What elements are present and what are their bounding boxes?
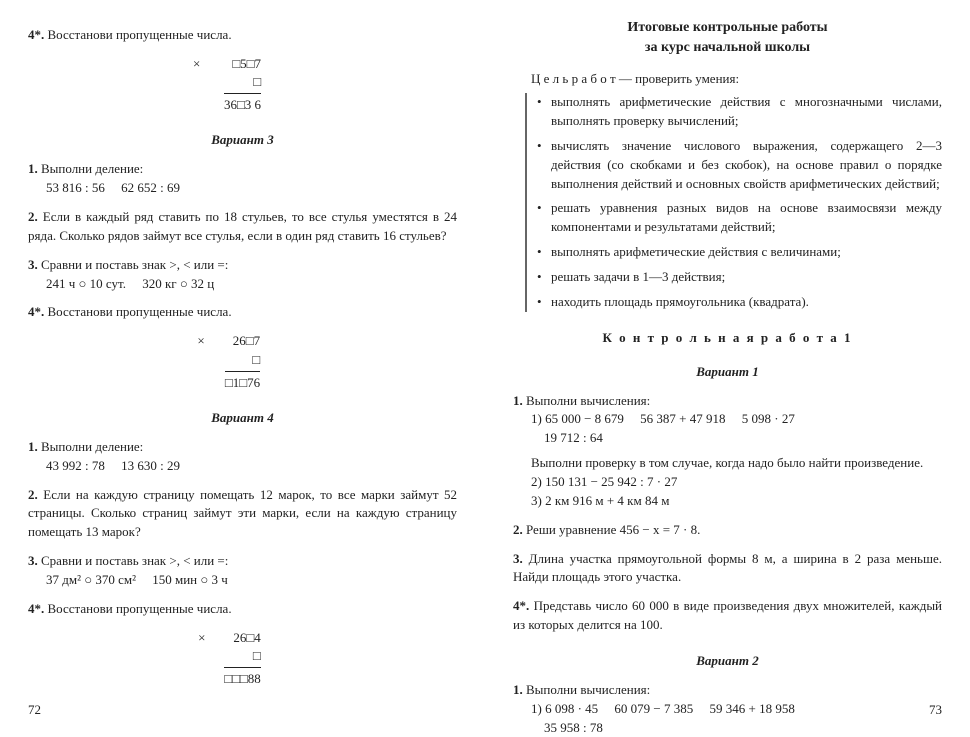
- bullet-item: вычислять значение числового выражения, …: [537, 137, 942, 194]
- mult-v3-t4: ×26□7 □ □1□76: [28, 332, 457, 392]
- bullet-item: решать задачи в 1—3 действия;: [537, 268, 942, 287]
- bullet-item: находить площадь прямоугольника (квадрат…: [537, 293, 942, 312]
- task-num: 4*.: [28, 27, 44, 42]
- mult-4a: ×□5□7 □ 36□3 6: [28, 55, 457, 115]
- page-number-right: 73: [929, 702, 942, 718]
- variant-2-title: Вариант 2: [513, 653, 942, 669]
- goal-list: выполнять арифметические действия с мног…: [525, 93, 942, 311]
- v3-t1: 1. Выполни деление: 53 816 : 56 62 652 :…: [28, 160, 457, 198]
- v3-t3: 3. Сравни и поставь знак >, < или =: 241…: [28, 256, 457, 294]
- v4-t4: 4*. Восстанови пропущенные числа.: [28, 600, 457, 619]
- w1v1-t4: 4*. Представь число 60 000 в виде произв…: [513, 597, 942, 635]
- bullet-item: выполнять арифметические действия с мног…: [537, 93, 942, 131]
- w1v1-t2: 2. Реши уравнение 456 − x = 7 · 8.: [513, 521, 942, 540]
- bullet-item: выполнять арифметические действия с вели…: [537, 243, 942, 262]
- page-number-left: 72: [28, 702, 41, 718]
- bullet-item: решать уравнения разных видов на основе …: [537, 199, 942, 237]
- main-title: Итоговые контрольные работы за курс нача…: [513, 18, 942, 57]
- page-right: Итоговые контрольные работы за курс нача…: [485, 0, 970, 728]
- w1v1-t3: 3. Длина участка прямоугольной формы 8 м…: [513, 550, 942, 588]
- variant-3-title: Вариант 3: [28, 132, 457, 148]
- variant-4-title: Вариант 4: [28, 410, 457, 426]
- v4-t1: 1. Выполни деление: 43 992 : 78 13 630 :…: [28, 438, 457, 476]
- variant-1-title: Вариант 1: [513, 364, 942, 380]
- goal-label: Ц е л ь р а б о т — проверить умения:: [531, 71, 942, 87]
- v4-t2: 2. Если на каждую страницу помещать 12 м…: [28, 486, 457, 543]
- w1v1-t1: 1. Выполни вычисления: 1) 65 000 − 8 679…: [513, 392, 942, 511]
- w1v2-t1: 1. Выполни вычисления: 1) 6 098 · 45 60 …: [513, 681, 942, 737]
- v3-t4: 4*. Восстанови пропущенные числа.: [28, 303, 457, 322]
- page-left: 4*. Восстанови пропущенные числа. ×□5□7 …: [0, 0, 485, 728]
- mult-v4-t4: ×26□4 □ □□□88: [28, 629, 457, 689]
- task-4a: 4*. Восстанови пропущенные числа.: [28, 26, 457, 45]
- work-1-title: К о н т р о л ь н а я р а б о т а 1: [513, 330, 942, 346]
- v3-t2: 2. Если в каждый ряд ставить по 18 стуль…: [28, 208, 457, 246]
- task-label: Восстанови пропущенные числа.: [48, 27, 232, 42]
- v4-t3: 3. Сравни и поставь знак >, < или =: 37 …: [28, 552, 457, 590]
